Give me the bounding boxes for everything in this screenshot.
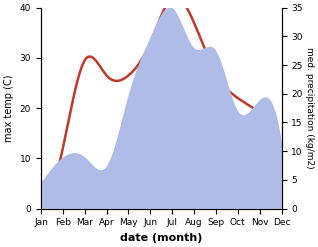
X-axis label: date (month): date (month)	[120, 233, 203, 243]
Y-axis label: max temp (C): max temp (C)	[4, 74, 14, 142]
Y-axis label: med. precipitation (kg/m2): med. precipitation (kg/m2)	[305, 47, 314, 169]
